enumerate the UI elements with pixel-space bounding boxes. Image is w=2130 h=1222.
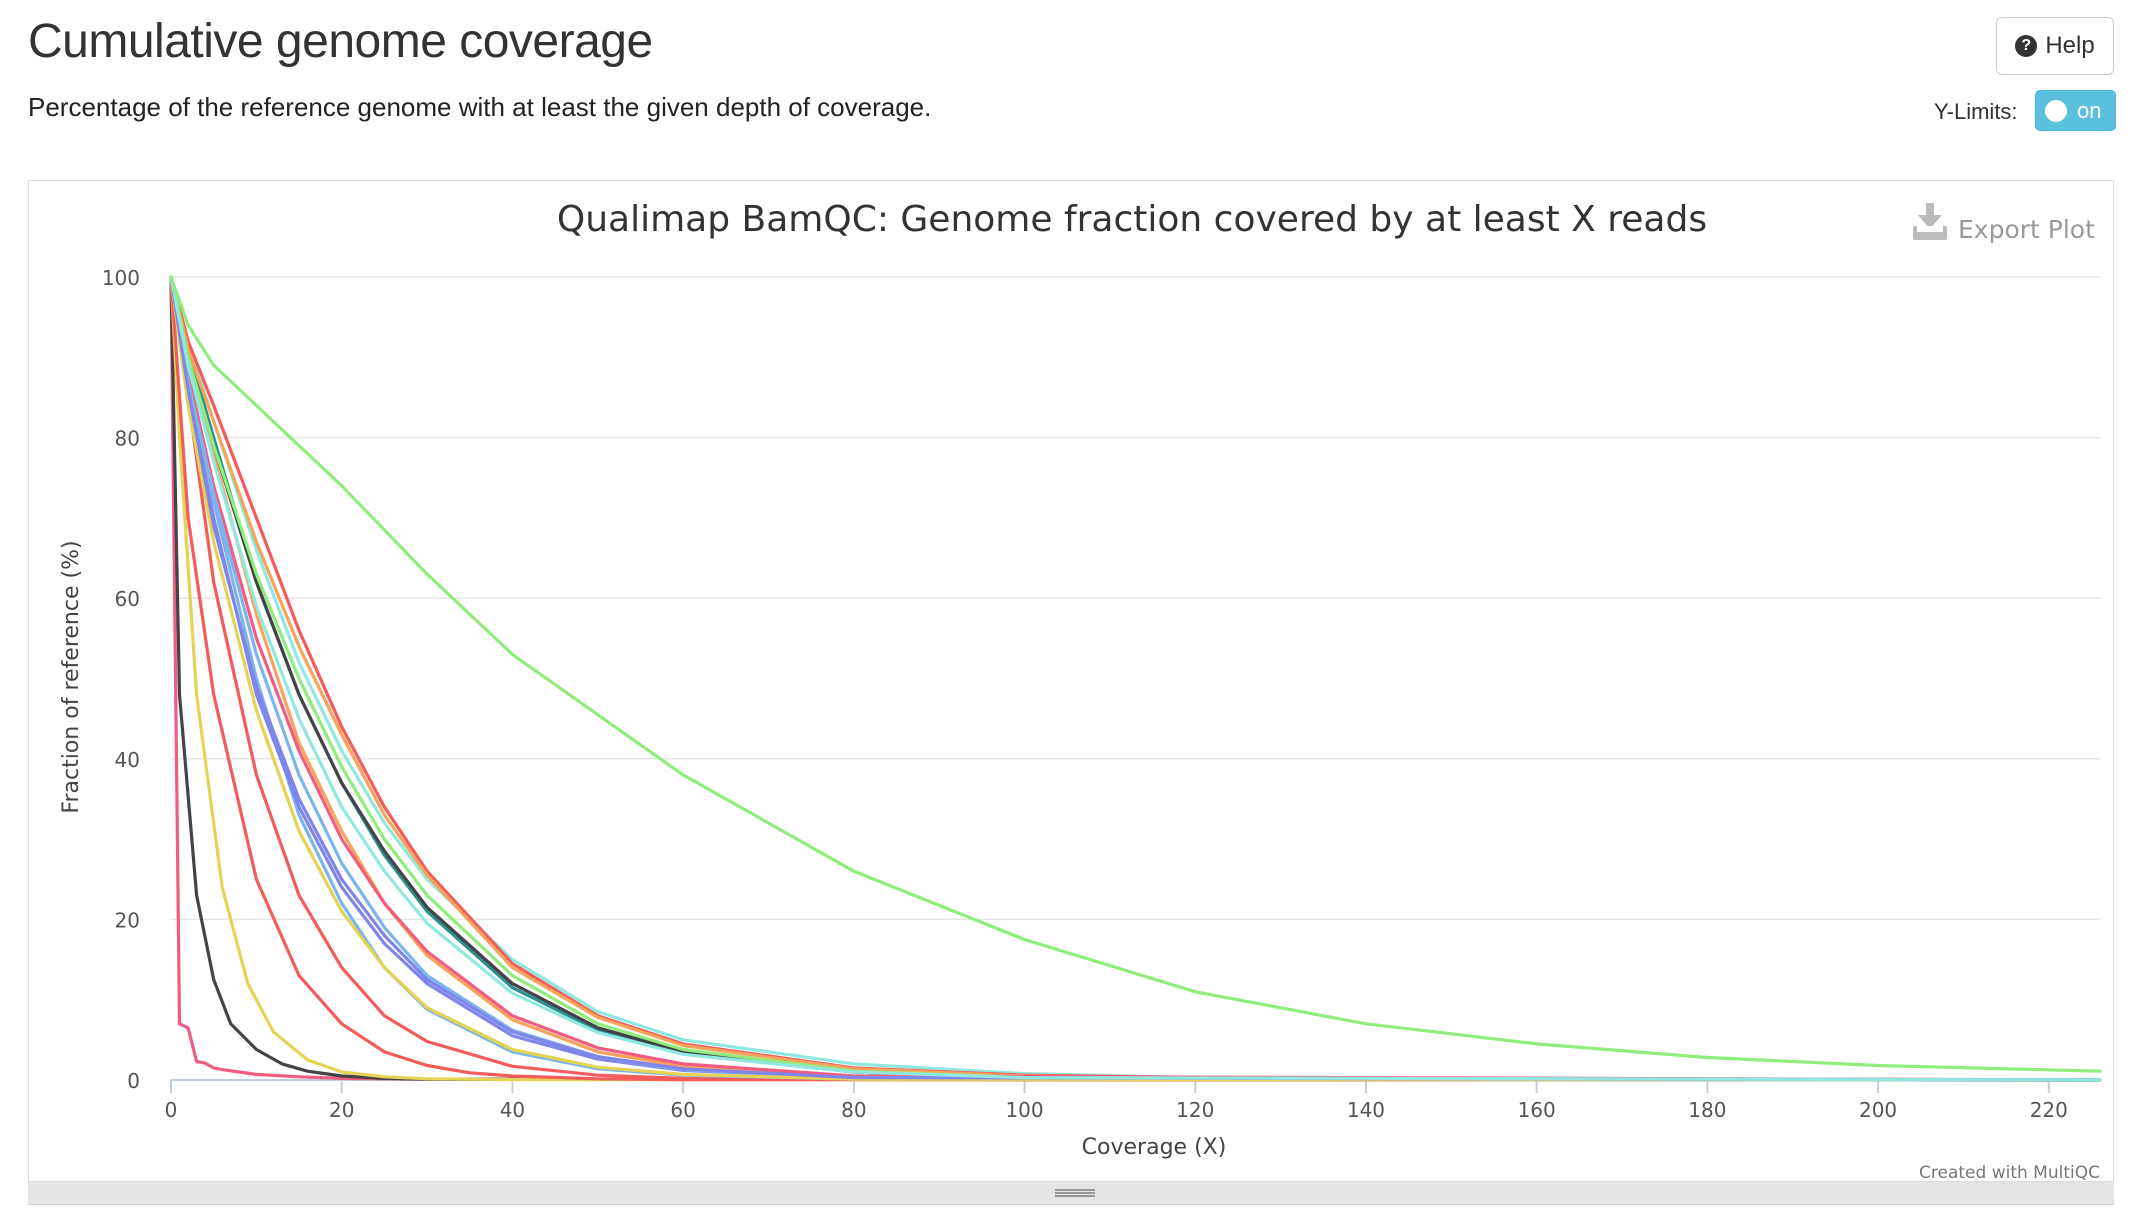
series-line[interactable] xyxy=(169,275,2102,1082)
x-tick-label: 180 xyxy=(1688,1098,1726,1122)
x-axis-title: Coverage (X) xyxy=(1082,1135,1227,1160)
series-line[interactable] xyxy=(169,275,2102,1082)
grip-icon xyxy=(1055,1189,1095,1197)
x-tick-label: 120 xyxy=(1176,1098,1214,1122)
y-tick-label: 20 xyxy=(115,908,140,932)
series-line[interactable] xyxy=(169,275,2102,1082)
x-tick-label: 160 xyxy=(1518,1098,1556,1122)
question-circle-icon: ? xyxy=(2015,35,2038,57)
series-line[interactable] xyxy=(169,275,2102,1082)
x-tick-label: 60 xyxy=(670,1098,695,1122)
y-tick-label: 60 xyxy=(115,587,140,611)
series-line[interactable] xyxy=(169,275,2102,1082)
x-tick-label: 200 xyxy=(1859,1098,1897,1122)
series-line[interactable] xyxy=(169,275,2102,1082)
plot-resize-handle[interactable] xyxy=(28,1182,2114,1205)
x-tick-label: 20 xyxy=(329,1098,354,1122)
series-line[interactable] xyxy=(169,275,2102,1082)
series-line[interactable] xyxy=(169,275,2102,1082)
x-tick-label: 40 xyxy=(500,1098,525,1122)
help-button-label: Help xyxy=(2045,32,2095,59)
export-plot-label: Export Plot xyxy=(1958,215,2095,244)
ylimits-toggle[interactable]: on xyxy=(2035,90,2116,131)
series-line[interactable] xyxy=(169,275,2102,1082)
y-tick-label: 100 xyxy=(102,266,140,290)
axes: 0 20 40 60 80 100 0 20 40 60 80 100 120 140 160 180 200 2… xyxy=(102,266,2100,1122)
series-line[interactable] xyxy=(169,275,2102,1082)
created-with-credit: Created with MultiQC xyxy=(1919,1163,2100,1183)
y-tick-label: 0 xyxy=(127,1069,140,1093)
ylimits-label: Y-Limits: xyxy=(1934,99,2018,124)
y-axis-title: Fraction of reference (%) xyxy=(59,540,84,813)
page-title: Cumulative genome coverage xyxy=(28,15,653,68)
x-tick-label: 140 xyxy=(1347,1098,1385,1122)
toggle-state-label: on xyxy=(2077,97,2102,123)
series-line[interactable] xyxy=(169,275,2102,1073)
x-tick-label: 100 xyxy=(1005,1098,1043,1122)
series-line[interactable] xyxy=(169,275,2102,1082)
series-line[interactable] xyxy=(169,275,2102,1082)
chart-title: Qualimap BamQC: Genome fraction covered … xyxy=(557,199,1707,240)
page-subtitle: Percentage of the reference genome with … xyxy=(28,92,932,122)
series-line[interactable] xyxy=(169,275,2102,1082)
plot-panel xyxy=(28,180,2114,1182)
series-line[interactable] xyxy=(169,275,2102,1082)
series-line[interactable] xyxy=(169,275,2102,1082)
x-tick-label: 0 xyxy=(165,1098,178,1122)
series-line[interactable] xyxy=(169,275,2102,1082)
series-line[interactable] xyxy=(169,275,2102,1082)
export-plot-button[interactable]: Export Plot xyxy=(1913,203,2095,244)
download-icon xyxy=(1913,203,1947,240)
y-tick-label: 40 xyxy=(115,748,140,772)
toggle-knob xyxy=(2045,99,2067,122)
series-line[interactable] xyxy=(169,275,2102,1082)
x-tick-label: 220 xyxy=(2030,1098,2068,1122)
grid-lines xyxy=(171,276,2100,921)
y-tick-label: 80 xyxy=(115,427,140,451)
help-button[interactable]: ? Help xyxy=(1996,17,2114,75)
x-tick-label: 80 xyxy=(841,1098,866,1122)
series-line[interactable] xyxy=(169,275,2102,1082)
series-lines xyxy=(169,275,2102,1082)
